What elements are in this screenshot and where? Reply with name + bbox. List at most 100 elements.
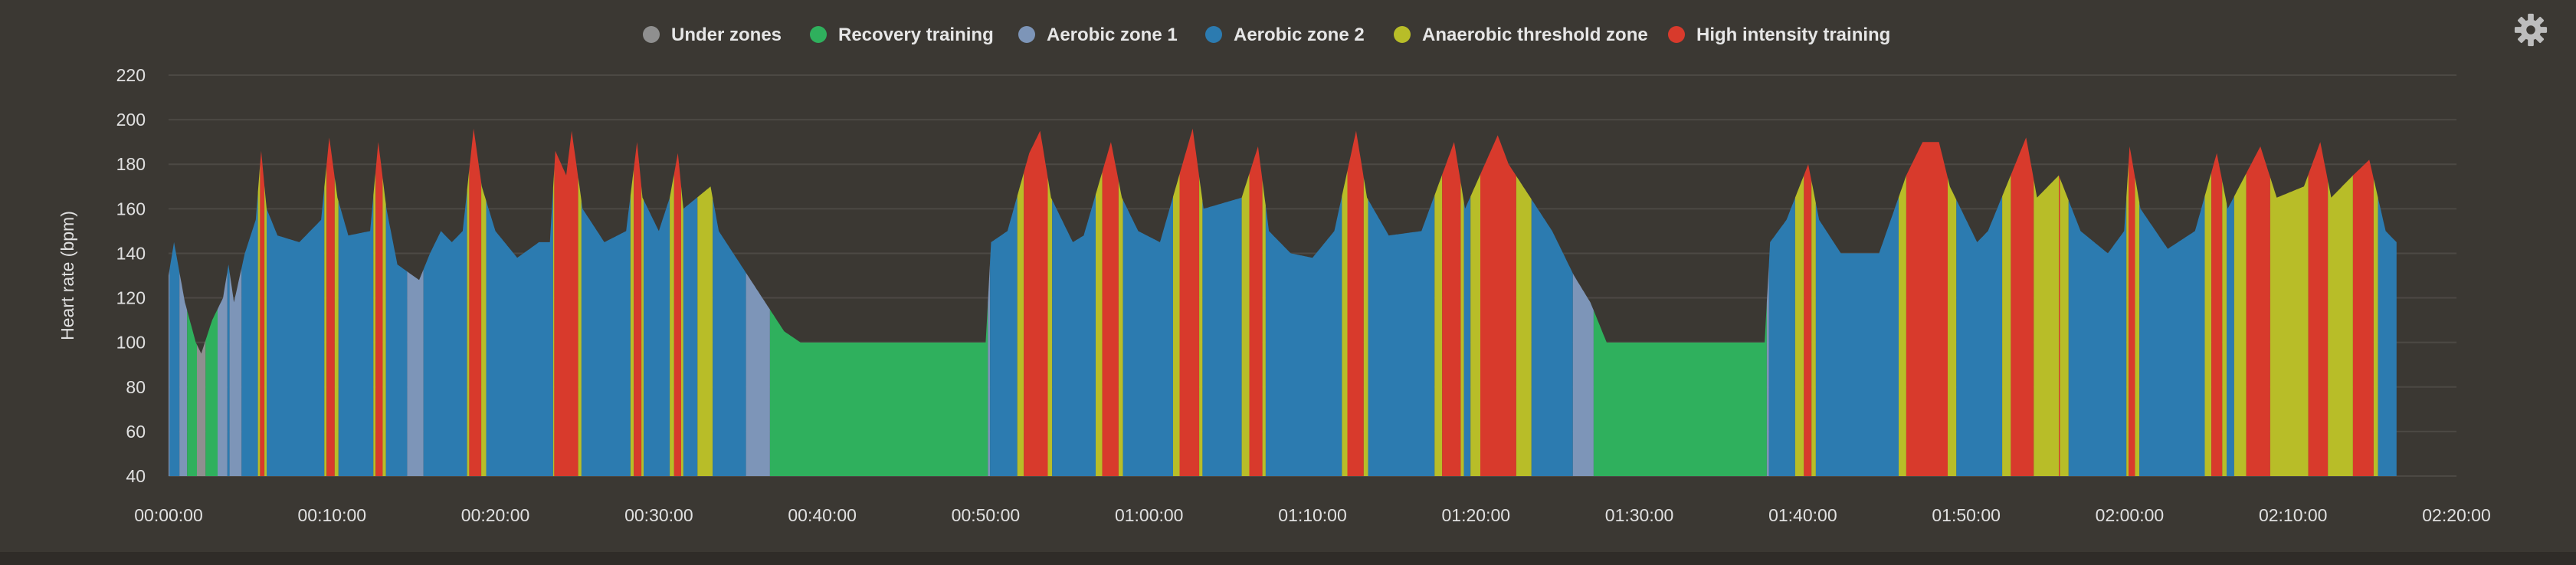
hr-zone-segment [1179,128,1200,476]
hr-zone-segment [486,187,553,476]
hr-zone-segment [1241,173,1250,476]
hr-zone-segment [988,262,991,476]
legend-marker[interactable] [1394,26,1411,43]
hr-zone-segment [260,150,265,477]
hr-zone-segment [467,169,470,476]
hr-zone-segment [373,171,376,476]
hr-zone-segment [423,189,467,476]
hr-zone-segment [2246,146,2270,476]
hr-zone-segment [630,169,634,476]
hr-zone-segment [1118,181,1123,476]
y-axis-label: Heart rate (bpm) [57,211,77,340]
legend-item-4[interactable]: Anaerobic threshold zone [1422,25,1648,45]
hr-zone-segment [1249,146,1263,476]
hr-zone-segment [218,271,228,476]
hr-zone-segment [581,195,631,476]
legend-item-2[interactable]: Aerobic zone 1 [1047,25,1178,45]
hr-zone-segment [1096,172,1103,476]
hr-zone-segment [552,169,555,476]
hr-zone-segment [713,198,746,476]
hr-zone-segment [2011,137,2034,476]
x-tick-label: 01:10:00 [1278,505,1347,525]
hr-zone-segment [1024,130,1048,476]
x-tick-label: 00:00:00 [134,505,203,525]
hr-zone-segment [1899,175,1906,477]
hr-zone-segment [469,128,482,476]
gear-icon[interactable] [2513,12,2548,48]
x-tick-label: 01:50:00 [1932,505,2001,525]
hr-zone-segment [1768,197,1795,476]
hr-zone-segment [1199,176,1203,476]
hr-zone-segment [681,186,683,477]
hr-zone-segment [746,272,770,476]
hr-zone-segment [1342,170,1348,476]
hr-zone-segment [382,177,386,476]
hr-zone-segment [385,204,408,476]
legend-marker[interactable] [810,26,827,43]
hr-zone-segment [1948,177,1957,476]
hr-zone-segment [2002,175,2011,476]
hr-zone-segment [2227,196,2234,476]
hr-zone-segment [2308,142,2329,476]
hr-zone-segment [1766,262,1769,476]
hr-zone-segment [179,272,188,476]
hr-zone-segment [554,130,578,476]
hr-zone-segment [2352,159,2374,476]
legend-item-3[interactable]: Aerobic zone 2 [1234,25,1365,45]
hr-zone-segment [683,197,698,476]
hr-zone-segment [197,340,206,476]
bottom-strip [0,552,2576,565]
x-tick-label: 01:20:00 [1442,505,1511,525]
x-tick-label: 01:40:00 [1768,505,1837,525]
x-tick-label: 00:10:00 [298,505,367,525]
hr-zone-segment [205,309,218,476]
hr-zone-segment [1442,142,1461,476]
hr-zone-segment [481,182,487,476]
hr-zone-segment [673,153,681,476]
hr-zone-segment [2222,181,2227,476]
legend-item-1[interactable]: Recovery training [838,25,994,45]
x-tick-label: 02:10:00 [2259,505,2328,525]
hr-zone-segment [1102,142,1119,476]
hr-zone-segment [1804,164,1812,476]
hr-zone-segment [1794,175,1804,477]
legend-marker[interactable] [1668,26,1685,43]
legend-item-0[interactable]: Under zones [671,25,782,45]
hr-zone-segment [1052,194,1096,476]
hr-zone-segment [227,264,230,476]
y-tick-label: 60 [126,422,146,442]
hr-zone-segment [338,195,374,476]
hr-zone-segment [634,142,642,476]
hr-zone-segment [324,165,327,476]
hr-zone-segment [1017,172,1024,476]
x-tick-label: 00:20:00 [461,505,530,525]
hr-zone-segment [2060,178,2069,476]
hr-zone-segment [1572,273,1594,476]
hr-zone-segment [1811,181,1816,476]
hr-zone-segment [2211,153,2223,476]
legend-item-5[interactable]: High intensity training [1696,25,1890,45]
hr-zone-segment [2270,174,2309,477]
hr-zone-segment [229,268,242,476]
hr-zone-segment [375,142,383,476]
hr-zone-segment [1265,195,1342,476]
legend-marker[interactable] [643,26,660,43]
hr-zone-segment [267,186,325,476]
x-tick-label: 02:00:00 [2096,505,2165,525]
hr-zone-segment [241,192,258,477]
hr-zone-segment [2135,177,2140,476]
hr-zone-segment [1480,135,1516,476]
legend-marker[interactable] [1205,26,1222,43]
y-tick-label: 100 [116,333,146,353]
hr-zone-segment [264,186,267,476]
hr-zone-segment [1516,176,1532,476]
hr-zone-segment [334,177,339,476]
y-tick-label: 180 [116,154,146,174]
x-tick-label: 00:30:00 [624,505,693,525]
hr-zone-segment [2129,146,2135,476]
y-tick-label: 220 [116,65,146,85]
y-tick-label: 160 [116,199,146,218]
legend-marker[interactable] [1018,26,1035,43]
hr-zone-segment [1906,142,1948,476]
hr-zone-segment [670,173,674,477]
